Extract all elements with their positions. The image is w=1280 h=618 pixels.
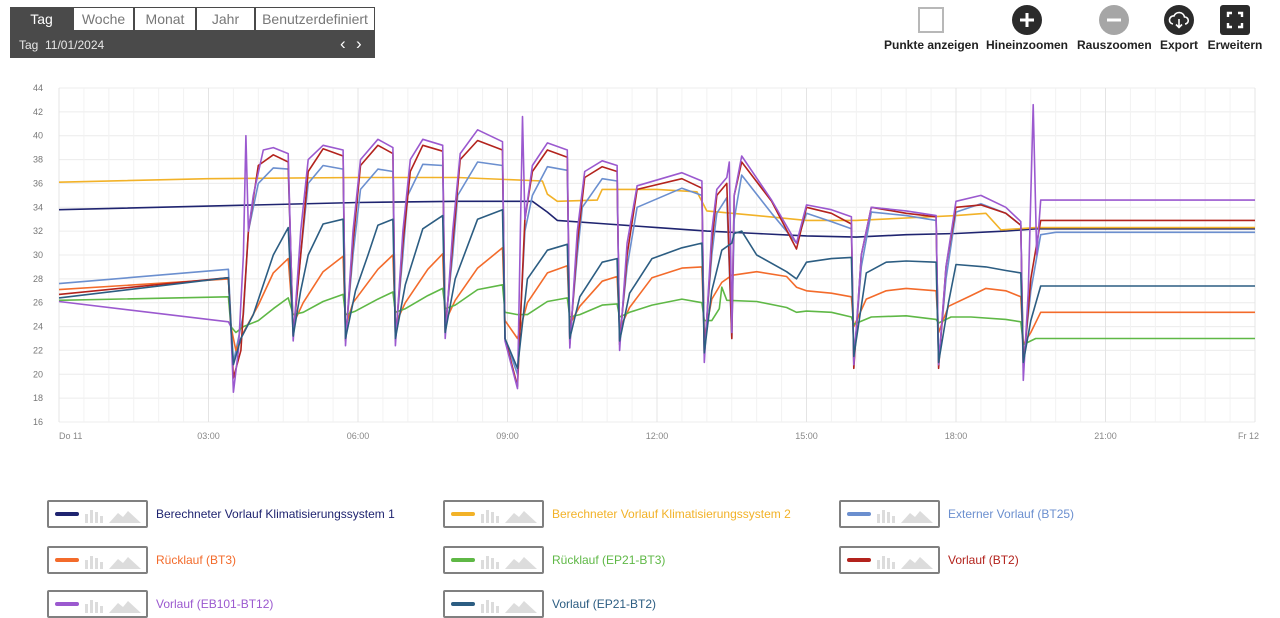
legend-toggle-box[interactable]	[47, 546, 148, 574]
y-tick-label: 30	[33, 250, 43, 260]
tab-year[interactable]: Jahr	[196, 7, 255, 31]
next-day-button[interactable]: ›	[356, 34, 362, 53]
export-button[interactable]: Export	[1158, 5, 1200, 52]
y-tick-label: 42	[33, 107, 43, 117]
legend-label: Vorlauf (BT2)	[948, 553, 1019, 567]
x-tick-label: 06:00	[347, 431, 370, 441]
series-line-4[interactable]	[58, 284, 1255, 346]
legend-toggle-box[interactable]	[47, 500, 148, 528]
legend-item-4[interactable]: Rücklauf (EP21-BT3)	[443, 546, 665, 574]
expand-label: Erweitern	[1207, 38, 1263, 52]
legend-item-3[interactable]: Rücklauf (BT3)	[47, 546, 236, 574]
y-tick-label: 18	[33, 393, 43, 403]
zoom-out-label: Rauszoomen	[1077, 38, 1152, 52]
legend-label: Berechneter Vorlauf Klimatisierungssyste…	[552, 507, 791, 521]
bar-and-area-icon	[877, 510, 933, 523]
zoom-in-label: Hineinzoomen	[986, 38, 1069, 52]
legend-label: Vorlauf (EP21-BT2)	[552, 597, 657, 611]
legend-item-2[interactable]: Externer Vorlauf (BT25)	[839, 500, 1074, 528]
legend-label: Rücklauf (BT3)	[156, 553, 237, 567]
zoom-in-button[interactable]: Hineinzoomen	[986, 5, 1068, 52]
legend-label: Externer Vorlauf (BT25)	[948, 507, 1075, 521]
legend-label: Rücklauf (EP21-BT3)	[552, 553, 666, 567]
selected-date: Tag 11/01/2024	[19, 38, 105, 52]
chart-grid	[58, 87, 1256, 423]
x-tick-label: 09:00	[496, 431, 519, 441]
x-tick-label: 12:00	[646, 431, 669, 441]
legend-item-1[interactable]: Berechneter Vorlauf Klimatisierungssyste…	[443, 500, 791, 528]
y-tick-label: 20	[33, 369, 43, 379]
bar-and-area-icon	[877, 556, 933, 569]
x-tick-label: 15:00	[795, 431, 818, 441]
legend-swatch	[847, 558, 871, 562]
cloud-download-icon	[1164, 5, 1194, 35]
legend-swatch	[847, 512, 871, 516]
x-tick-label: Fr 12	[1238, 431, 1259, 441]
bar-and-area-icon	[481, 556, 537, 569]
minus-icon	[1099, 5, 1129, 35]
y-tick-label: 22	[33, 345, 43, 355]
tab-custom[interactable]: Benutzerdefiniert	[255, 7, 375, 31]
x-axis-ticks: Do 11 03:00 06:00 09:00 12:00 15:00 18:00 21:00…	[59, 431, 1259, 441]
expand-button[interactable]: Erweitern	[1207, 5, 1263, 52]
tab-week[interactable]: Woche	[73, 7, 134, 31]
legend-label: Berechneter Vorlauf Klimatisierungssyste…	[156, 507, 395, 521]
bar-and-area-icon	[85, 600, 141, 613]
series-line-2[interactable]	[58, 161, 1255, 376]
legend-swatch	[451, 558, 475, 562]
chart-series	[58, 103, 1255, 393]
zoom-out-button[interactable]: Rauszoomen	[1077, 5, 1152, 52]
tab-month[interactable]: Monat	[134, 7, 196, 31]
bar-and-area-icon	[85, 556, 141, 569]
period-tabs: Tag Woche Monat Jahr Benutzerdefiniert	[10, 7, 375, 31]
plus-icon	[1012, 5, 1042, 35]
show-points-label: Punkte anzeigen	[884, 38, 979, 52]
y-tick-label: 26	[33, 298, 43, 308]
legend-toggle-box[interactable]	[839, 500, 940, 528]
y-tick-label: 36	[33, 178, 43, 188]
series-line-6[interactable]	[58, 103, 1255, 393]
y-tick-label: 28	[33, 274, 43, 284]
legend-swatch	[55, 558, 79, 562]
x-tick-label: Do 11	[59, 431, 82, 441]
legend-swatch	[451, 512, 475, 516]
x-tick-label: 03:00	[197, 431, 220, 441]
y-axis-ticks: 16 18 20 22 24 26 28 30 32 34 36 38 40 42 44	[33, 83, 43, 427]
tab-day[interactable]: Tag	[10, 7, 73, 31]
y-tick-label: 24	[33, 322, 43, 332]
show-points-checkbox[interactable]	[918, 7, 944, 33]
bar-and-area-icon	[85, 510, 141, 523]
x-tick-label: 18:00	[945, 431, 968, 441]
legend-toggle-box[interactable]	[47, 590, 148, 618]
legend-item-5[interactable]: Vorlauf (BT2)	[839, 546, 1019, 574]
legend-item-7[interactable]: Vorlauf (EP21-BT2)	[443, 590, 656, 618]
y-tick-label: 38	[33, 155, 43, 165]
show-points-toggle[interactable]: Punkte anzeigen	[884, 5, 979, 52]
legend-item-6[interactable]: Vorlauf (EB101-BT12)	[47, 590, 273, 618]
x-tick-label: 21:00	[1094, 431, 1117, 441]
prev-day-button[interactable]: ‹	[340, 34, 346, 53]
y-tick-label: 32	[33, 226, 43, 236]
legend-toggle-box[interactable]	[443, 500, 544, 528]
series-line-7[interactable]	[58, 208, 1255, 370]
bar-and-area-icon	[481, 510, 537, 523]
legend-toggle-box[interactable]	[839, 546, 940, 574]
legend-label: Vorlauf (EB101-BT12)	[156, 597, 274, 611]
period-selector: Tag Woche Monat Jahr Benutzerdefiniert T…	[10, 7, 375, 58]
y-tick-label: 34	[33, 202, 43, 212]
temperature-line-chart[interactable]: 16 18 20 22 24 26 28 30 32 34 36 38 40 42 44 Do 11 03:0…	[0, 70, 1280, 450]
legend-swatch	[55, 602, 79, 606]
legend-swatch	[451, 602, 475, 606]
bar-and-area-icon	[481, 600, 537, 613]
fullscreen-icon	[1220, 5, 1250, 35]
export-label: Export	[1159, 38, 1198, 52]
y-tick-label: 16	[33, 417, 43, 427]
legend-swatch	[55, 512, 79, 516]
legend-item-0[interactable]: Berechneter Vorlauf Klimatisierungssyste…	[47, 500, 395, 528]
y-tick-label: 44	[33, 83, 43, 93]
legend-toggle-box[interactable]	[443, 546, 544, 574]
legend-toggle-box[interactable]	[443, 590, 544, 618]
y-tick-label: 40	[33, 131, 43, 141]
